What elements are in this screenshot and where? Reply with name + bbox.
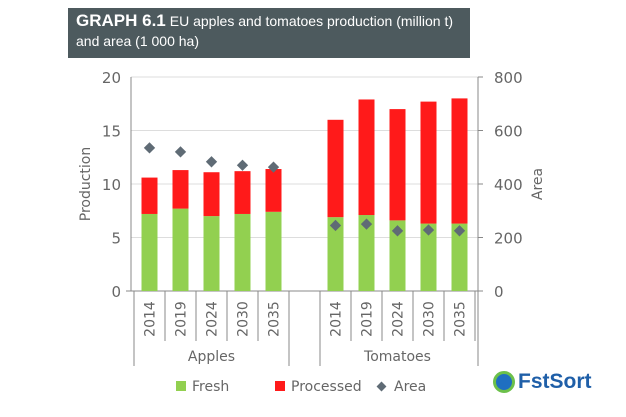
legend-marker-area	[376, 381, 387, 392]
area-marker	[360, 218, 373, 230]
bar-fresh	[234, 213, 251, 291]
legend-swatch-processed	[275, 381, 285, 391]
x-tick-label: 2019	[360, 301, 376, 337]
legend-swatch-fresh	[176, 381, 186, 391]
y-tick-label: 15	[102, 123, 121, 141]
logo-text: FstSort	[518, 370, 592, 393]
bar-fresh	[265, 211, 282, 291]
bar-fresh	[420, 223, 437, 291]
bar-processed	[358, 99, 375, 216]
legend-label: Fresh	[192, 379, 229, 395]
y-axis-label: Production	[78, 147, 94, 221]
y-tick-label: 5	[111, 230, 121, 248]
bar-processed	[203, 172, 220, 217]
logo-icon	[493, 371, 515, 393]
group-label: Tomatoes	[363, 349, 431, 365]
legend-label: Processed	[291, 379, 362, 395]
area-marker	[236, 159, 249, 171]
bar-processed	[172, 170, 189, 209]
y2-tick-label: 800	[494, 69, 523, 87]
y-tick-label: 0	[111, 283, 121, 301]
group-label: Apples	[188, 349, 235, 365]
legend-label: Area	[394, 379, 426, 395]
bar-processed	[451, 98, 468, 224]
bar-fresh	[203, 216, 220, 291]
area-marker	[143, 142, 156, 154]
area-marker	[205, 156, 218, 168]
bar-fresh	[389, 220, 406, 291]
bar-fresh	[327, 217, 344, 291]
y2-axis-label: Area	[530, 168, 546, 200]
bar-fresh	[172, 208, 189, 291]
x-tick-label: 2019	[174, 301, 190, 337]
area-marker	[174, 146, 187, 158]
x-tick-label: 2030	[422, 301, 438, 337]
y2-tick-label: 0	[494, 283, 504, 301]
bar-processed	[389, 109, 406, 221]
y2-tick-label: 600	[494, 123, 523, 141]
x-tick-label: 2024	[391, 301, 407, 337]
chart-title: EU apples and tomatoes production (milli…	[76, 13, 454, 49]
bar-fresh	[141, 213, 158, 291]
bar-fresh	[451, 223, 468, 291]
logo: FstSort	[493, 370, 592, 394]
area-marker	[329, 219, 342, 232]
bar-processed	[327, 119, 344, 218]
area-marker	[391, 225, 404, 237]
y2-tick-label: 200	[494, 230, 523, 248]
bar-processed	[234, 171, 251, 214]
x-tick-label: 2035	[267, 301, 283, 337]
chart-header: GRAPH 6.1 EU apples and tomatoes producti…	[68, 8, 470, 58]
area-marker	[267, 161, 280, 173]
area-marker	[422, 224, 435, 236]
x-tick-label: 2035	[453, 301, 469, 337]
area-marker	[453, 225, 466, 237]
x-tick-label: 2014	[143, 301, 159, 337]
y-tick-label: 20	[102, 69, 121, 87]
y-tick-label: 10	[102, 176, 121, 194]
bar-processed	[420, 101, 437, 224]
x-tick-label: 2030	[236, 301, 252, 337]
bar-fresh	[358, 215, 375, 291]
x-tick-label: 2024	[205, 301, 221, 337]
x-tick-label: 2014	[329, 301, 345, 337]
y2-tick-label: 400	[494, 176, 523, 194]
graph-label: GRAPH 6.1	[76, 11, 166, 30]
bar-processed	[141, 177, 158, 214]
bar-processed	[265, 169, 282, 212]
